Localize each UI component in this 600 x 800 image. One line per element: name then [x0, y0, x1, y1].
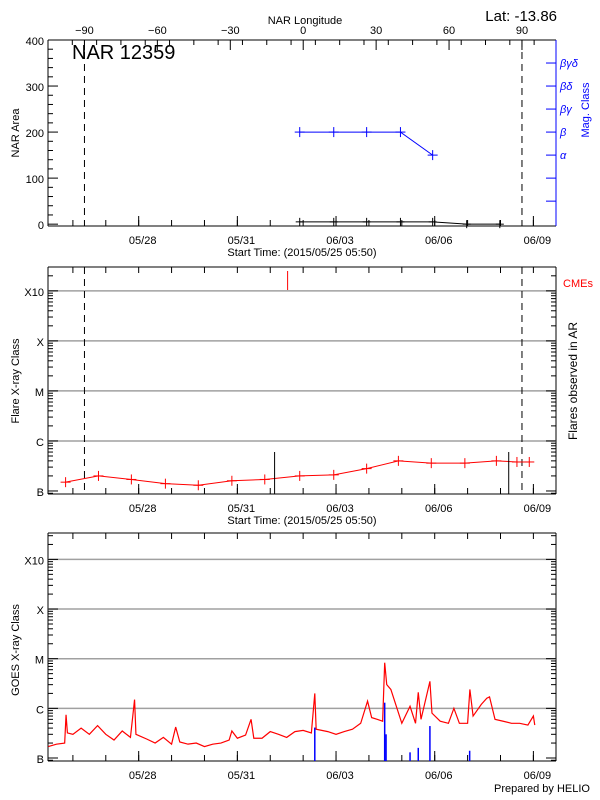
y-tick-label: 200: [26, 128, 44, 140]
y-tick-label: C: [36, 704, 44, 716]
y-tick-label: X: [37, 605, 45, 617]
y-axis-label-flare: Flare X-ray Class: [10, 338, 22, 423]
y-tick-label: B: [37, 754, 44, 766]
x-axis-label-middle: Start Time: (2015/05/25 05:50): [227, 515, 376, 527]
y-axis-label-flares-in-ar: Flares observed in AR: [566, 322, 580, 440]
y-tick-label: X10: [24, 555, 44, 567]
longitude-tick-label: 0: [300, 25, 306, 37]
y-tick-label: X10: [24, 287, 44, 299]
panel-flare-class: B C M X X10 05/28 05/31 06/03 06/06 06/09: [24, 266, 557, 515]
y-axis-label-goes: GOES X-ray Class: [10, 604, 22, 696]
footer-credit: Prepared by HELIO: [494, 783, 590, 795]
x-tick-label: 05/31: [228, 770, 256, 782]
mag-class-label: βγ: [559, 104, 573, 116]
mag-class-label: α: [560, 150, 567, 162]
y-tick-label: M: [35, 655, 44, 667]
y-tick-label: 100: [26, 174, 44, 186]
x-tick-label: 05/31: [228, 235, 256, 247]
mag-class-label: βγδ: [559, 58, 579, 70]
goes-flux-line: [48, 662, 536, 748]
longitude-tick-label: −60: [148, 25, 167, 37]
y-axis-label-mag-class: Mag. Class: [580, 82, 592, 138]
x-tick-label: 06/06: [425, 235, 453, 247]
panel-nar-area: 0 100 200 300 400 αβ βγ βδ βγδ −90 −60 −30 0 30 60 90 05…: [26, 25, 579, 247]
longitude-tick-label: −90: [75, 25, 94, 37]
x-tick-label: 06/03: [326, 235, 354, 247]
longitude-tick-label: 60: [443, 25, 455, 37]
mag-class-label: β: [559, 127, 567, 139]
top-axis-label: NAR Longitude: [268, 15, 343, 27]
cme-label: CMEs: [563, 278, 593, 290]
x-tick-label: 06/03: [326, 503, 354, 515]
y-tick-label: M: [35, 387, 44, 399]
x-tick-label: 05/28: [129, 503, 157, 515]
y-tick-label: X: [37, 337, 45, 349]
latitude-label: Lat: -13.86: [485, 8, 557, 25]
y-tick-label: 400: [26, 36, 44, 48]
x-tick-label: 06/09: [524, 235, 552, 247]
longitude-tick-label: 90: [516, 25, 528, 37]
y-axis-label-area: NAR Area: [10, 108, 22, 158]
x-tick-label: 06/03: [326, 770, 354, 782]
y-tick-label: C: [36, 437, 44, 449]
mag-class-label: βδ: [559, 81, 573, 93]
region-title: NAR 12359: [72, 42, 175, 64]
x-tick-label: 05/28: [129, 770, 157, 782]
x-tick-label: 05/31: [228, 503, 256, 515]
x-tick-label: 06/06: [425, 503, 453, 515]
x-tick-label: 06/06: [425, 770, 453, 782]
x-axis-label-top: Start Time: (2015/05/25 05:50): [227, 247, 376, 259]
panel-goes: B C M X X10 05/28 05/31 06/03 06/06 06/09: [24, 532, 557, 782]
y-tick-label: 0: [38, 220, 44, 232]
y-tick-label: 300: [26, 82, 44, 94]
longitude-tick-label: 30: [370, 25, 382, 37]
flare-class-line: [65, 460, 530, 486]
longitude-tick-label: −30: [221, 25, 240, 37]
x-tick-label: 06/09: [524, 503, 552, 515]
x-tick-label: 05/28: [129, 235, 157, 247]
x-tick-label: 06/09: [524, 770, 552, 782]
y-tick-label: B: [37, 487, 44, 499]
